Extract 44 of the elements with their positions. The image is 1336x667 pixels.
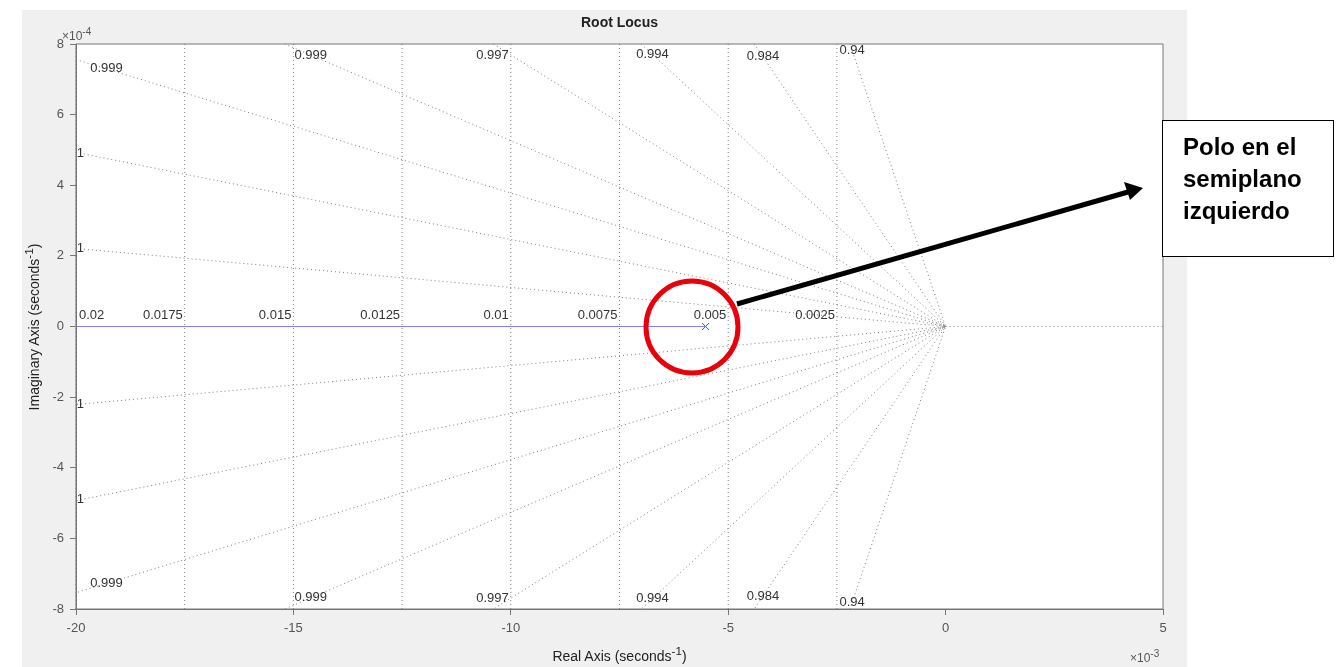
- annotation: 0.0125: [360, 307, 401, 323]
- annotation: 0.997: [476, 46, 509, 62]
- annotation: 0.999: [294, 46, 328, 62]
- annotation: 0.01: [483, 307, 509, 323]
- annotation: 0.02: [79, 307, 105, 323]
- y-tick-label: -2: [52, 388, 64, 404]
- chart-title: Root Locus: [581, 14, 658, 30]
- y-tick-label: 2: [56, 247, 64, 263]
- x-tick-label: -15: [284, 620, 303, 636]
- x-tick-label: -10: [501, 620, 521, 636]
- y-tick-label: 8: [56, 35, 64, 51]
- annotation: 0.0025: [795, 307, 835, 323]
- annotation: 0.94: [839, 594, 865, 610]
- annotation: 0.984: [746, 587, 780, 603]
- y-tick-label: -6: [52, 529, 64, 545]
- x-axis-title: Real Axis (seconds$^{-1}$): [552, 644, 687, 664]
- annotation: 0.994: [636, 589, 669, 605]
- annotation: 0.0075: [577, 307, 618, 323]
- y-tick-label: -4: [52, 459, 64, 475]
- x-tick-label: -5: [722, 620, 734, 636]
- y-tick-label: 6: [56, 106, 64, 122]
- annotation: 0.997: [476, 589, 509, 605]
- y-tick-label: 0: [56, 318, 64, 334]
- y-tick-label: -8: [52, 600, 64, 616]
- text: Polo en el semiplano izquierdo: [1162, 120, 1334, 257]
- y-tick-label: 4: [56, 176, 64, 192]
- annotation: 0.994: [636, 46, 669, 62]
- annotation: 1: [76, 240, 84, 256]
- annotation: 0.0175: [142, 307, 183, 323]
- annotation: 0.999: [294, 589, 328, 605]
- text: ×10$^{-4}$: [62, 26, 92, 43]
- annotation: 0.999: [90, 575, 123, 591]
- annotation: 1: [76, 491, 84, 507]
- x-tick-label: 5: [1159, 620, 1167, 636]
- annotation: 0.94: [839, 41, 865, 57]
- x-tick-label: 0: [941, 620, 950, 636]
- annotation: 0.984: [746, 48, 780, 64]
- annotation: 0.005: [693, 307, 727, 323]
- annotation: 0.999: [90, 60, 123, 76]
- text: ×10$^{-3}$: [1130, 648, 1160, 665]
- x-tick-label: -20: [66, 620, 86, 636]
- annotation: 1: [76, 145, 84, 161]
- annotation: 1: [76, 395, 84, 411]
- annotation: 0.015: [258, 307, 292, 323]
